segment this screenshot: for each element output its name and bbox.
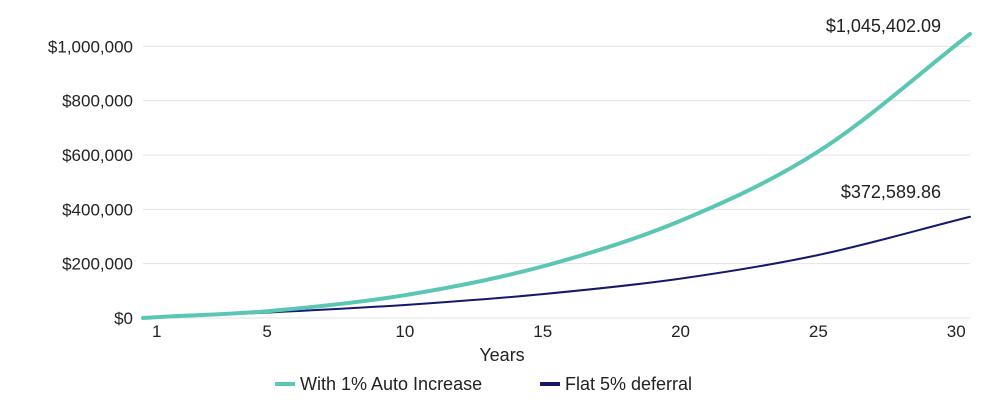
x-tick-label: 1 (152, 322, 161, 341)
series-lines (141, 32, 972, 320)
series-end-value-label: $372,589.86 (841, 182, 941, 202)
x-tick-label: 20 (671, 322, 690, 341)
x-axis-tick-labels: 1 5 10 15 20 25 30 (152, 322, 966, 341)
x-tick-label: 30 (947, 322, 966, 341)
end-value-labels: $1,045,402.09 $372,589.86 (826, 16, 941, 202)
x-axis-title: Years (479, 345, 524, 365)
y-tick-label: $1,000,000 (48, 37, 133, 56)
y-tick-label: $400,000 (62, 200, 133, 219)
series-end-value-label: $1,045,402.09 (826, 16, 941, 36)
legend-label-0: With 1% Auto Increase (300, 374, 482, 394)
grid-lines (143, 45, 970, 319)
series-line-1 (142, 215, 971, 319)
x-tick-label: 5 (262, 322, 271, 341)
y-tick-label: $0 (114, 309, 133, 328)
legend: With 1% Auto Increase Flat 5% deferral (275, 374, 692, 394)
y-tick-label: $600,000 (62, 146, 133, 165)
series-line-0 (141, 32, 972, 320)
y-tick-label: $200,000 (62, 255, 133, 274)
y-tick-label: $800,000 (62, 92, 133, 111)
x-tick-label: 15 (533, 322, 552, 341)
x-tick-label: 25 (809, 322, 828, 341)
legend-label-1: Flat 5% deferral (565, 374, 692, 394)
x-tick-label: 10 (395, 322, 414, 341)
y-axis-tick-labels: $0 $200,000 $400,000 $600,000 $800,000 $1,000… (48, 37, 133, 328)
